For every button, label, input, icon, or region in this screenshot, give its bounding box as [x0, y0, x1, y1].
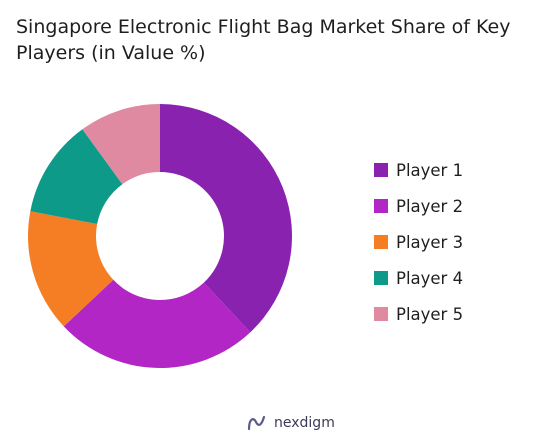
legend-item-player-3: Player 3 — [374, 224, 463, 260]
legend-item-player-1: Player 1 — [374, 152, 463, 188]
brand-name: nexdigm — [274, 415, 335, 431]
legend-label: Player 4 — [396, 268, 464, 288]
chart-title: Singapore Electronic Flight Bag Market S… — [16, 16, 511, 64]
legend-label: Player 2 — [396, 196, 464, 216]
legend-swatch — [374, 199, 388, 213]
donut-slice-player-1 — [160, 104, 292, 333]
chart-legend: Player 1 Player 2 Player 3 Player 4 Player 5 — [374, 152, 463, 332]
legend-item-player-2: Player 2 — [374, 188, 463, 224]
donut-slice-player-3 — [28, 211, 114, 327]
legend-label: Player 3 — [396, 232, 464, 252]
donut-slice-player-4 — [30, 129, 123, 225]
legend-item-player-4: Player 4 — [374, 260, 463, 296]
legend-swatch — [374, 163, 388, 177]
legend-swatch — [374, 271, 388, 285]
legend-item-player-5: Player 5 — [374, 296, 463, 332]
legend-swatch — [374, 307, 388, 321]
legend-swatch — [374, 235, 388, 249]
donut-slices — [28, 104, 292, 368]
donut-slice-player-2 — [63, 279, 251, 368]
legend-label: Player 5 — [396, 304, 464, 324]
legend-label: Player 1 — [396, 160, 464, 180]
donut-slice-player-5 — [82, 104, 160, 185]
brand-footer: nexdigm — [246, 414, 335, 432]
nexdigm-logo-icon — [247, 415, 266, 431]
